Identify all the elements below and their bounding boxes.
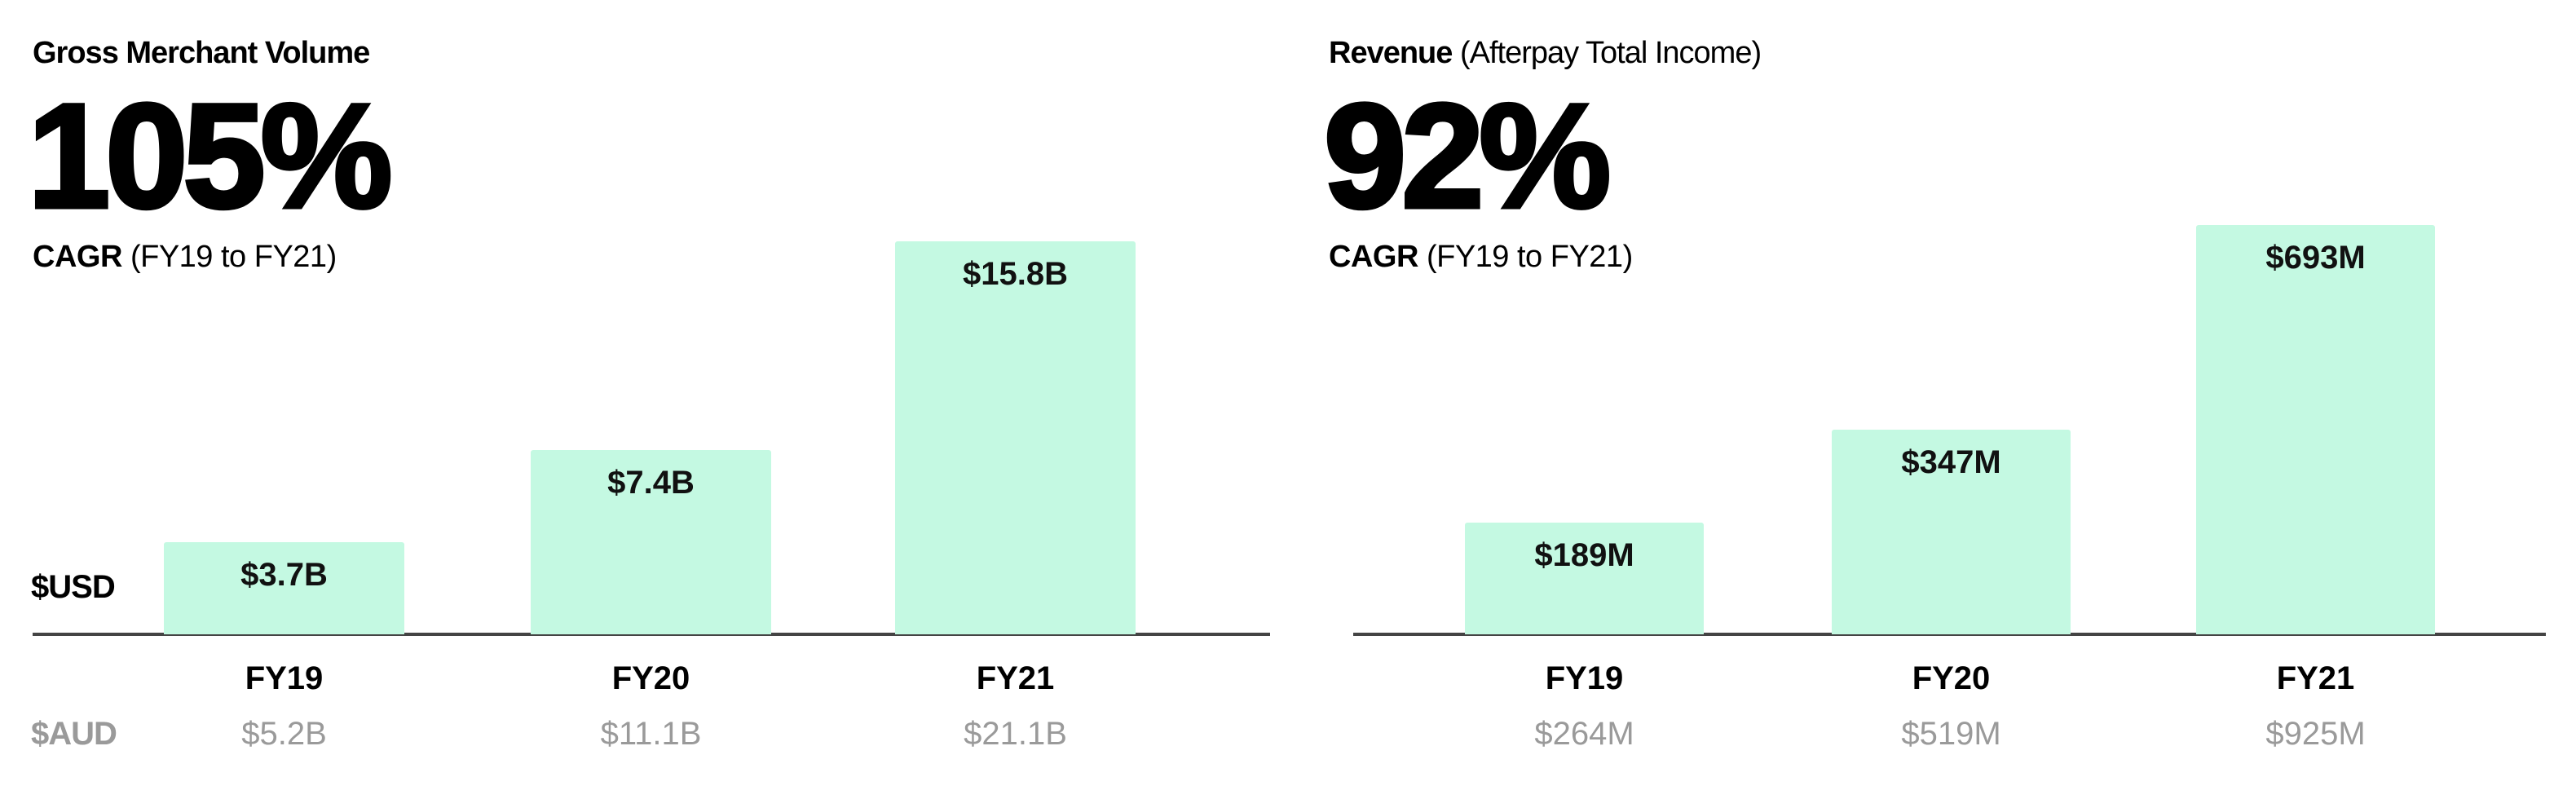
revenue-bar-fy20: $347M <box>1832 429 2071 634</box>
revenue-bar-fy19: $189M <box>1465 523 1704 634</box>
x-tick-label: FY20 <box>1912 660 1991 696</box>
x-tick-label: FY21 <box>2276 660 2355 696</box>
revenue-panel: Revenue (Afterpay Total Income) 92% CAGR… <box>1288 0 2576 799</box>
revenue-bar-fy21: $693M <box>2196 225 2435 634</box>
gmv-cagr-caption: CAGR (FY19 to FY21) <box>33 240 337 274</box>
gmv-x-axis <box>33 633 1270 636</box>
bar-value-label: $15.8B <box>963 256 1068 292</box>
gmv-bar-fy21: $15.8B <box>895 241 1136 634</box>
bar-value-label: $7.4B <box>607 465 695 501</box>
bar-value-label: $3.7B <box>240 557 328 594</box>
aud-value-label: $21.1B <box>964 716 1067 752</box>
bar-value-label: $693M <box>2265 240 2366 276</box>
usd-label: $USD <box>31 569 116 605</box>
x-tick-label: FY21 <box>976 660 1055 696</box>
revenue-title: Revenue (Afterpay Total Income) <box>1329 36 1762 70</box>
gmv-title: Gross Merchant Volume <box>33 36 370 70</box>
gmv-bar-fy19: $3.7B <box>164 542 404 634</box>
aud-label: $AUD <box>31 716 117 752</box>
gmv-panel: Gross Merchant Volume 105% CAGR (FY19 to… <box>26 36 1270 752</box>
aud-value-label: $11.1B <box>600 716 702 752</box>
revenue-cagr-caption: CAGR (FY19 to FY21) <box>1329 240 1633 274</box>
x-tick-label: FY19 <box>245 660 324 696</box>
x-tick-label: FY19 <box>1545 660 1624 696</box>
gmv-cagr-value: 105% <box>26 73 395 239</box>
x-tick-label: FY20 <box>611 660 690 696</box>
bar-value-label: $347M <box>1901 444 2001 480</box>
aud-value-label: $264M <box>1534 716 1634 752</box>
gmv-bar-fy20: $7.4B <box>531 450 771 634</box>
aud-value-label: $5.2B <box>241 716 327 752</box>
revenue-cagr-value: 92% <box>1321 73 1612 239</box>
aud-value-label: $519M <box>1901 716 2001 752</box>
aud-value-label: $925M <box>2265 716 2366 752</box>
bar-value-label: $189M <box>1534 537 1634 574</box>
revenue-x-axis <box>1353 633 2546 636</box>
